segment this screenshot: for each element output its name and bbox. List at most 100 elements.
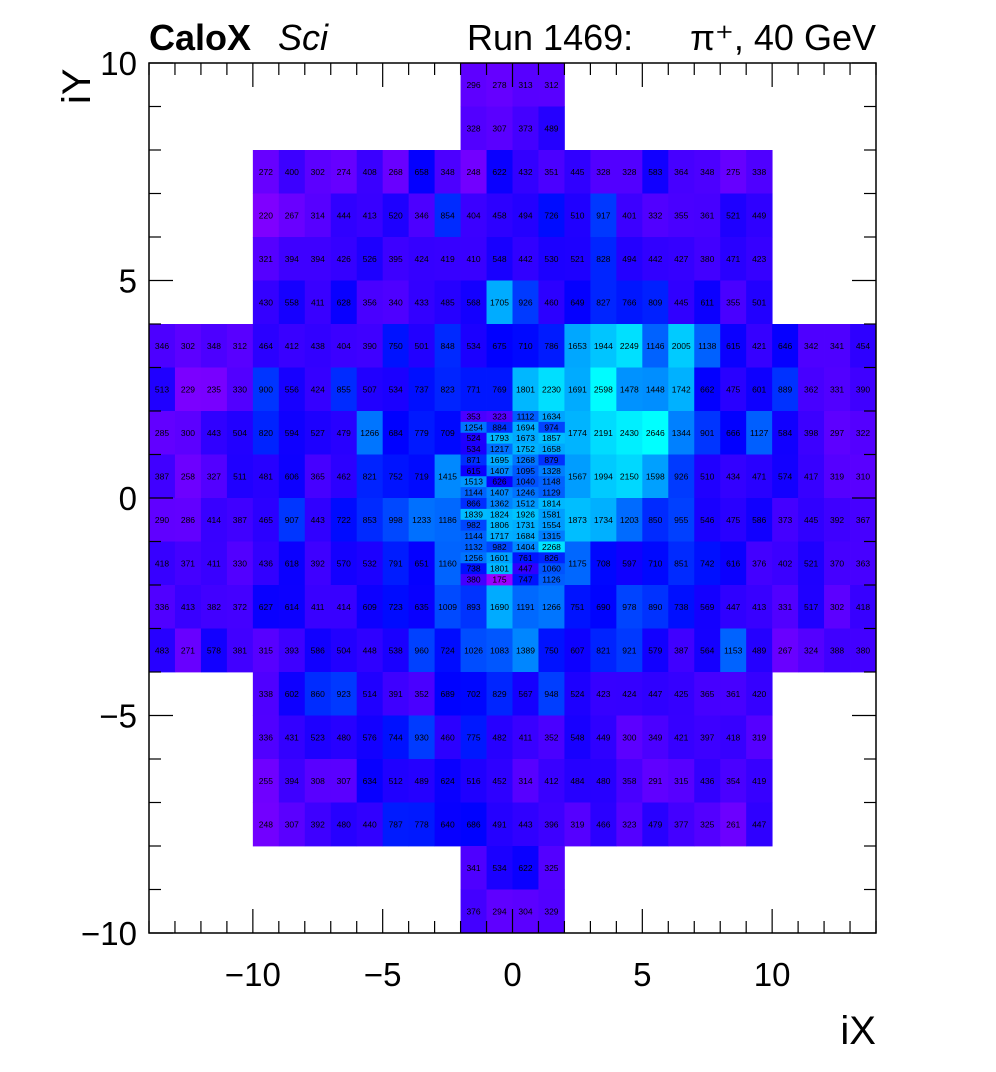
- heatmap-cell: [512, 476, 539, 488]
- cell-value-label: 310: [856, 471, 870, 481]
- heatmap-cell: [149, 454, 176, 499]
- heatmap-cell: [486, 552, 513, 564]
- heatmap-cell: [304, 324, 332, 368]
- heatmap-cell: [616, 454, 643, 499]
- cell-value-label: 315: [259, 645, 273, 655]
- heatmap-cell: [642, 367, 669, 412]
- heatmap-cell: [746, 715, 773, 760]
- heatmap-cell: [356, 367, 384, 412]
- cell-value-label: 2249: [620, 341, 639, 351]
- heatmap-cell: [486, 487, 513, 499]
- cell-value-label: 400: [285, 167, 299, 177]
- cell-value-label: 304: [518, 906, 532, 916]
- cell-value-label: 766: [622, 297, 636, 307]
- cell-value-label: 627: [259, 602, 273, 612]
- heatmap-cell: [460, 411, 487, 423]
- cell-value-label: 387: [233, 515, 247, 525]
- heatmap-cell: [486, 519, 513, 532]
- cell-value-label: 442: [518, 254, 532, 264]
- heatmap-cell: [486, 150, 513, 194]
- heatmap-cell: [668, 454, 695, 499]
- heatmap-cell: [486, 889, 513, 934]
- heatmap-cell: [668, 498, 695, 542]
- cell-value-label: 483: [155, 645, 169, 655]
- heatmap-cell: [824, 541, 851, 586]
- heatmap-cell: [512, 280, 539, 325]
- cell-value-label: 382: [207, 602, 221, 612]
- cell-value-label: 229: [181, 384, 195, 394]
- cell-value-label: 489: [752, 645, 766, 655]
- heatmap-cell: [460, 519, 487, 532]
- heatmap-cell: [486, 367, 513, 412]
- heatmap-cell: [278, 237, 306, 281]
- heatmap-cell: [564, 280, 591, 325]
- cell-value-label: 1256: [464, 553, 483, 563]
- x-tick-label: −10: [225, 956, 281, 993]
- cell-value-label: 489: [544, 123, 558, 133]
- cell-value-label: 395: [389, 254, 403, 264]
- cell-value-label: 649: [570, 297, 584, 307]
- heatmap-cell: [538, 802, 565, 847]
- heatmap-cell: [668, 672, 695, 716]
- heatmap-cell: [590, 324, 617, 368]
- cell-value-label: 1824: [490, 509, 509, 519]
- heatmap-cell: [304, 150, 332, 194]
- cell-value-label: 480: [596, 776, 610, 786]
- cell-value-label: 445: [804, 515, 818, 525]
- cell-value-label: 392: [311, 819, 325, 829]
- heatmap-cell: [408, 280, 436, 325]
- heatmap-cell: [278, 628, 306, 673]
- cell-value-label: 314: [311, 210, 325, 220]
- cell-value-label: 494: [622, 254, 636, 264]
- heatmap-cell: [538, 280, 565, 325]
- cell-value-label: 1126: [542, 575, 561, 585]
- heatmap-cell: [590, 759, 617, 803]
- cell-value-label: 342: [804, 341, 818, 351]
- heatmap-cell: [330, 759, 358, 803]
- heatmap-cell: [616, 802, 643, 847]
- heatmap-cell: [330, 411, 358, 455]
- cell-value-label: 353: [466, 411, 480, 421]
- heatmap-cell: [746, 541, 773, 586]
- cell-value-label: 579: [648, 645, 662, 655]
- heatmap-cell: [538, 63, 565, 107]
- heatmap-cell: [356, 237, 384, 281]
- cell-value-label: 1315: [542, 531, 561, 541]
- cell-value-label: 1362: [490, 498, 509, 508]
- heatmap-cell: [824, 498, 851, 542]
- heatmap-cell: [564, 150, 591, 194]
- heatmap-cell: [642, 585, 669, 629]
- heatmap-cell: [252, 367, 280, 412]
- cell-value-label: 750: [389, 341, 403, 351]
- heatmap-cell: [642, 498, 669, 542]
- heatmap-cell: [356, 193, 384, 238]
- cell-value-label: 313: [518, 80, 532, 90]
- cell-value-label: 364: [674, 167, 688, 177]
- heatmap-cell: [330, 237, 358, 281]
- heatmap-cell: [460, 367, 487, 412]
- cell-value-label: 828: [596, 254, 610, 264]
- heatmap-cell: [252, 759, 280, 803]
- heatmap-cell: [356, 585, 384, 629]
- cell-value-label: 1138: [698, 341, 717, 351]
- cell-value-label: 479: [337, 428, 351, 438]
- heatmap-cell: [564, 541, 591, 586]
- heatmap-cell: [668, 150, 695, 194]
- cell-value-label: 315: [674, 776, 688, 786]
- cell-value-label: 286: [181, 515, 195, 525]
- cell-value-label: 308: [311, 776, 325, 786]
- cell-value-label: 272: [259, 167, 273, 177]
- cell-value-label: 1415: [438, 471, 457, 481]
- cell-value-label: 511: [233, 471, 247, 481]
- cell-value-label: 491: [492, 819, 506, 829]
- cell-value-label: 322: [856, 428, 870, 438]
- cell-value-label: 346: [155, 341, 169, 351]
- cell-value-label: 1705: [490, 297, 509, 307]
- heatmap-cell: [538, 585, 565, 629]
- heatmap-cell: [642, 802, 669, 847]
- cell-value-label: 330: [233, 558, 247, 568]
- heatmap-cell: [564, 237, 591, 281]
- cell-value-label: 380: [856, 645, 870, 655]
- heatmap-cell: [538, 367, 565, 412]
